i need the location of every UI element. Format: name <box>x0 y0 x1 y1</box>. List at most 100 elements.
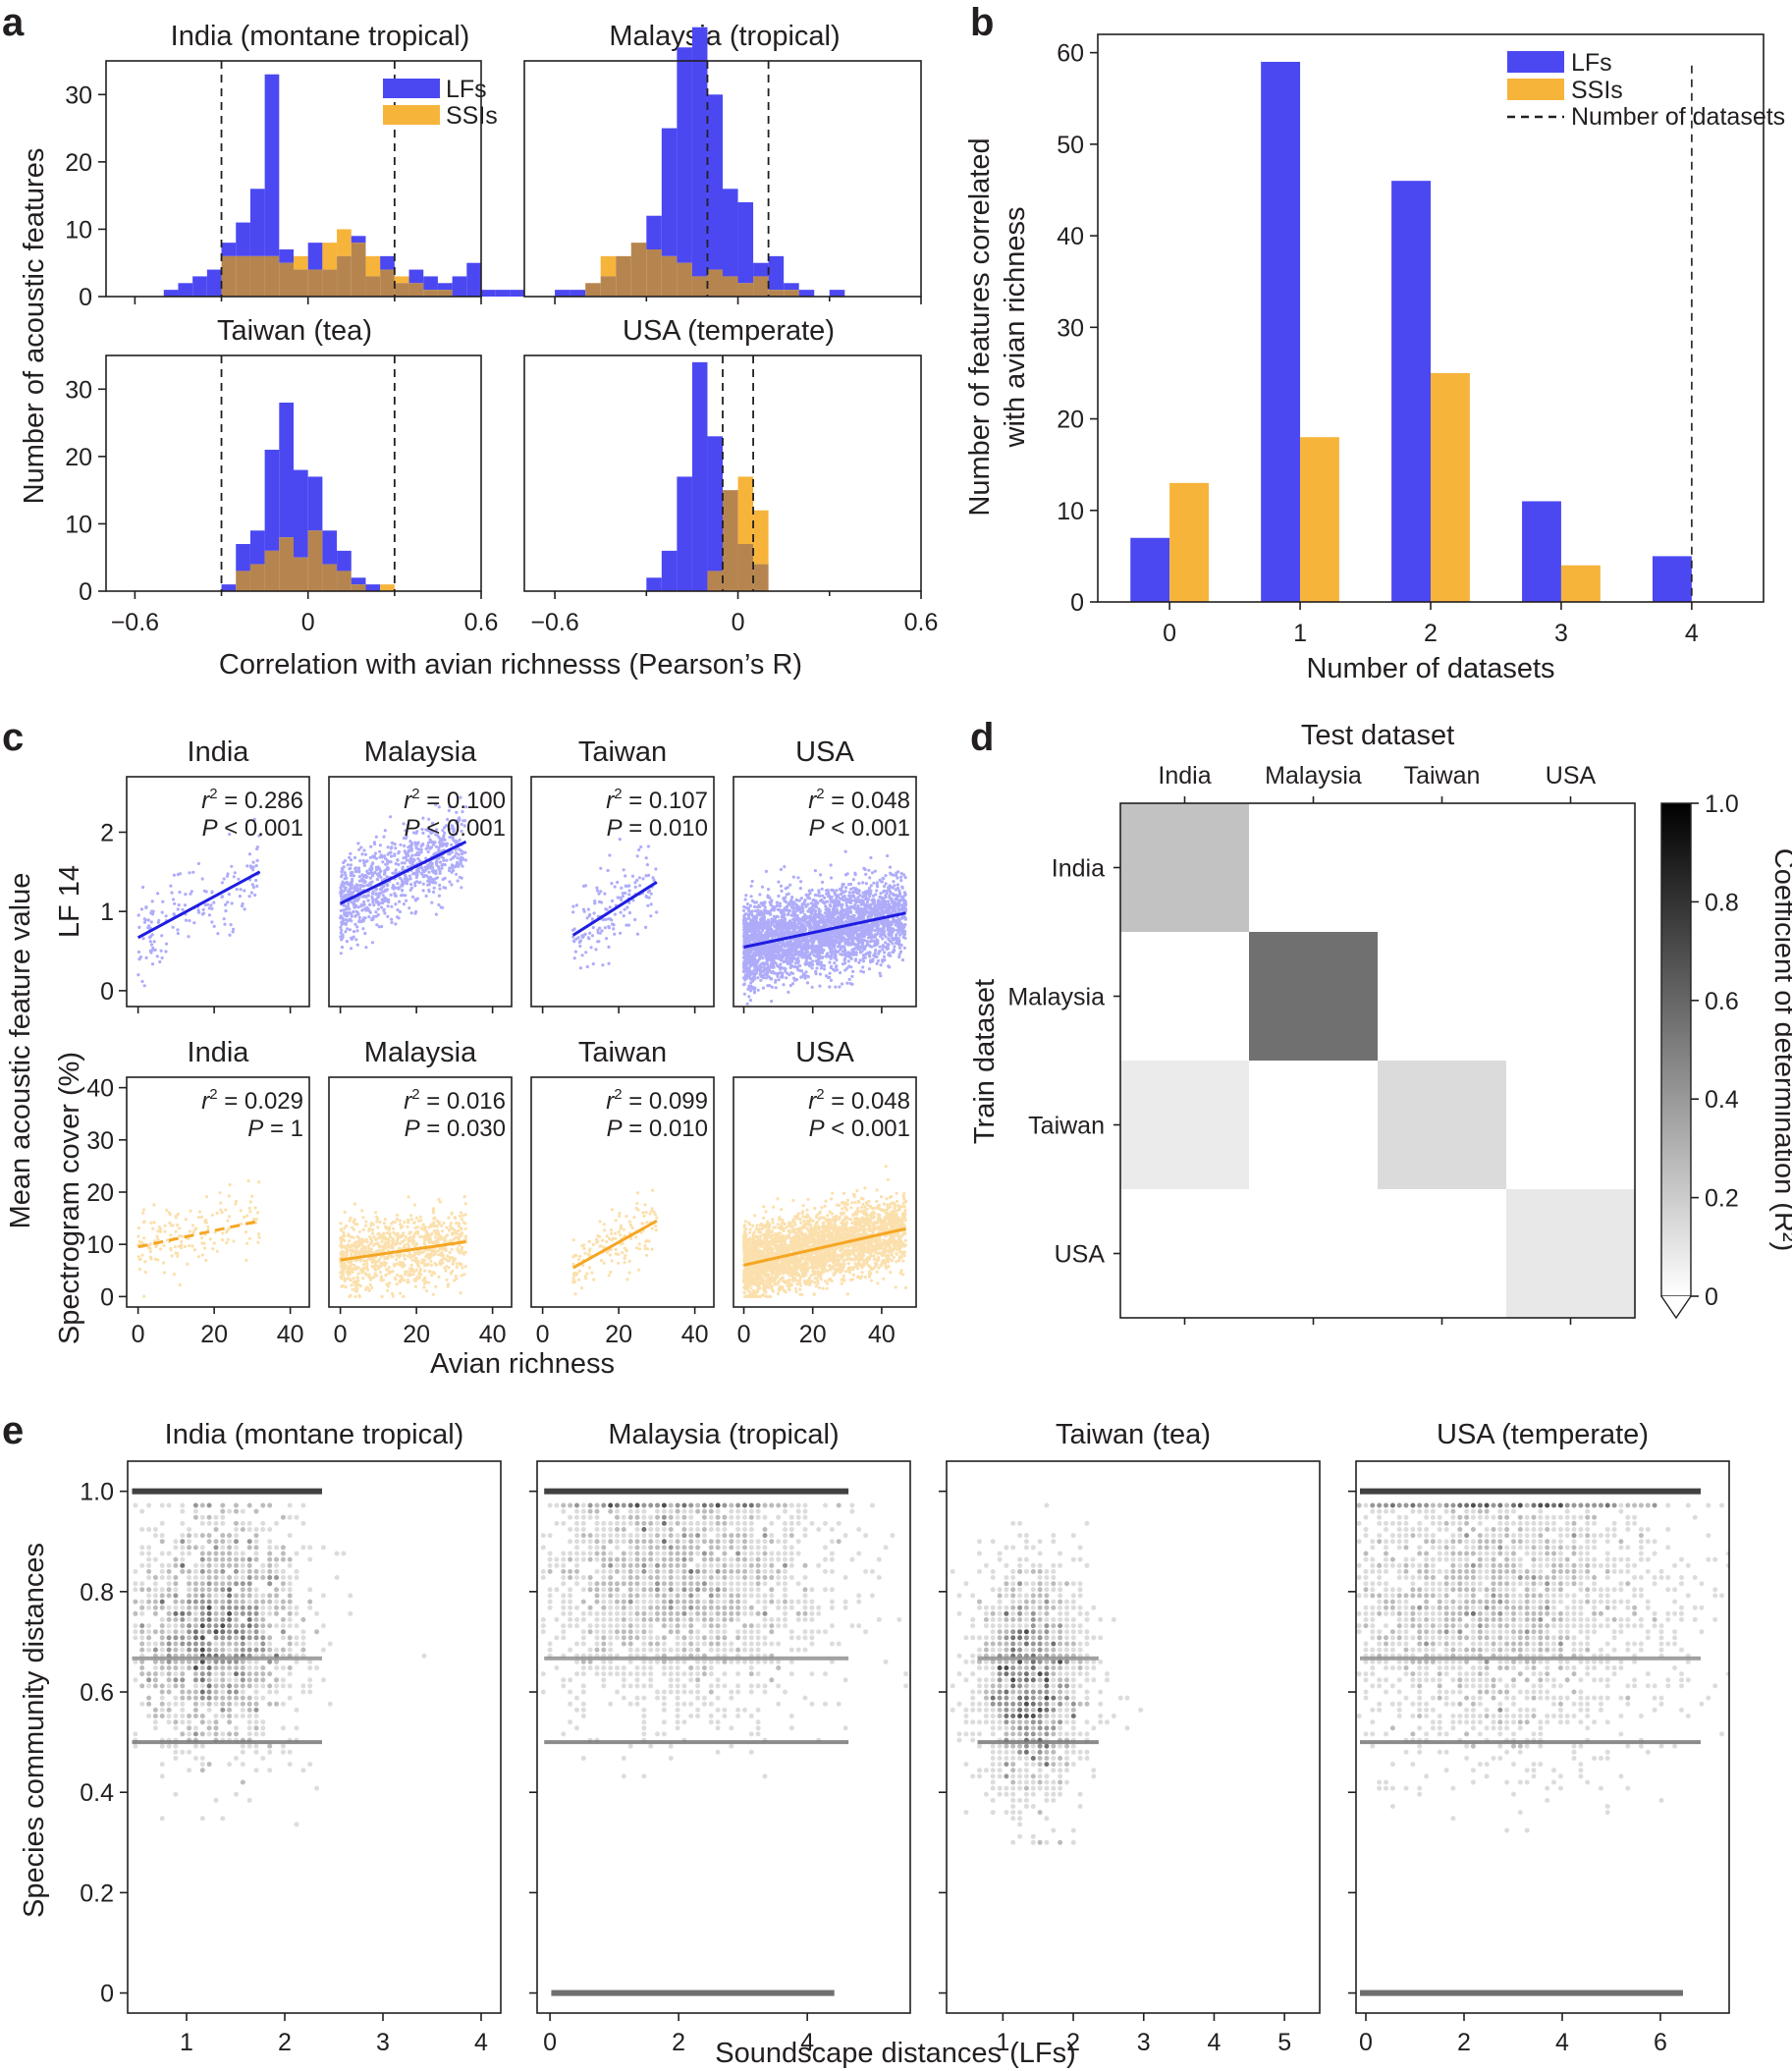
legend-panel-a: LFs SSIs <box>383 76 498 130</box>
xtick-label: 0 <box>301 609 315 636</box>
hist-bar-lf <box>555 290 570 297</box>
colorbar-tick-label: 0.4 <box>1705 1086 1739 1114</box>
hexbin-density-layer <box>950 1502 1144 1845</box>
p-symbol: P <box>405 1116 420 1142</box>
hist-bar-overlap <box>616 255 631 297</box>
r2-superscript: 2 <box>614 1086 622 1103</box>
xtick-label: −0.6 <box>530 609 578 636</box>
legend-label-lf: LFs <box>1571 49 1612 77</box>
r2-value: = 0.016 <box>420 1088 506 1115</box>
hist-bar-lf <box>264 450 280 551</box>
r2-value: = 0.099 <box>623 1088 708 1115</box>
hist-bar-lf <box>249 189 265 256</box>
hexbin-density-layer <box>977 1568 1090 1845</box>
panel-b-xlabel: Number of datasets <box>1306 653 1554 684</box>
r2-stat: r2 = 0.099 <box>606 1086 708 1115</box>
p-value: < 0.001 <box>825 815 910 842</box>
bar-lf <box>1130 537 1170 602</box>
p-value: < 0.001 <box>825 1116 910 1142</box>
fit-line <box>136 870 261 940</box>
hist-bar-lf <box>737 202 754 284</box>
legend-label-lf: LFs <box>446 76 487 103</box>
hist-bars <box>646 355 769 591</box>
bar-ssi <box>1300 437 1339 602</box>
hist-bar-overlap <box>322 269 338 297</box>
hist-bar-overlap <box>630 243 647 297</box>
row-label-spectrogram: Spectrogram cover (%) <box>54 1052 85 1344</box>
scatter-points <box>571 1188 659 1296</box>
bar-ssi <box>1560 565 1601 602</box>
p-value: = 0.010 <box>623 1116 708 1142</box>
heatmap-cell <box>1378 1061 1506 1189</box>
xtick-label: 0 <box>543 2029 557 2056</box>
panel-e-xlabel: Soundscape distances (LFs) <box>715 2038 1076 2069</box>
xtick-label: 0 <box>334 1321 348 1348</box>
r2-stat: r2 = 0.100 <box>404 786 506 814</box>
hexbin-band <box>544 1656 849 1661</box>
hist-india: India (montane tropical) 0 10 20 30 LFs SSI… <box>65 21 525 311</box>
bar-group <box>1130 61 1692 602</box>
colorbar-tick-label: 1.0 <box>1705 790 1739 818</box>
fit-line <box>571 881 658 937</box>
hist-bar-lf <box>307 243 323 270</box>
r2-superscript: 2 <box>411 786 419 802</box>
hexbin-cells <box>132 1488 427 1827</box>
hist-bar-lf <box>481 290 496 297</box>
hist-bar-lf <box>437 283 453 291</box>
panel-a-letter: a <box>2 1 25 44</box>
scatter-frame <box>530 1076 715 1308</box>
p-stat: P = 0.030 <box>405 1116 506 1142</box>
colorbar-tick-label: 0 <box>1705 1283 1718 1311</box>
hist-bar-lf <box>236 544 250 572</box>
hist-bar-ssi <box>600 255 617 277</box>
hist-bar-ssi <box>753 510 769 565</box>
colorbar-tick-label: 0.8 <box>1705 889 1739 916</box>
hist-bar-overlap <box>394 283 409 297</box>
hist-bar-ssi <box>380 584 395 591</box>
bar-lf <box>1261 61 1301 602</box>
ytick-label: 1 <box>100 899 114 926</box>
hist-bar-lf <box>798 290 815 297</box>
scatter-points <box>741 1165 908 1299</box>
xtick-label: 20 <box>799 1321 827 1348</box>
panel-a-ylabel: Number of acoustic features <box>19 148 50 505</box>
hist-bar-lf <box>322 530 338 565</box>
hist-bar-lf <box>661 128 678 256</box>
hexbin-density-layer <box>139 1502 286 1737</box>
p-stat: P = 1 <box>247 1116 303 1142</box>
ytick-label: 0 <box>1070 589 1084 617</box>
heatmap-col-label: USA <box>1546 762 1597 790</box>
colorbar-ticks: 0 0.2 0.4 0.6 0.8 1.0 <box>1691 790 1739 1311</box>
xtick-label: 40 <box>277 1321 304 1348</box>
hist-bar-lf <box>829 290 845 297</box>
legend-swatch-ssi <box>383 105 440 125</box>
hexbin-cells <box>950 1502 1144 1845</box>
hist-bar-lf <box>294 469 308 558</box>
legend-swatch-ssi <box>1507 79 1564 100</box>
ytick-label: 10 <box>65 511 92 538</box>
hexbin-title: India (montane tropical) <box>165 1419 464 1450</box>
heatmap-xlabels: India Malaysia Taiwan USA <box>1158 762 1597 1325</box>
hexbin-density-layer <box>997 1629 1063 1718</box>
hist-bar-overlap <box>723 276 738 297</box>
bar-yticks: 0 10 20 30 40 50 60 <box>1057 40 1098 617</box>
r2-stat: r2 = 0.107 <box>606 786 708 814</box>
bar-lf <box>1522 501 1561 602</box>
hist-bar-lf <box>221 243 237 256</box>
hist-title: Taiwan (tea) <box>217 315 372 347</box>
scatter-frame <box>126 776 310 1008</box>
heatmap-frame <box>1119 802 1636 1319</box>
ytick-label: 1.0 <box>80 1479 114 1506</box>
hist-bar-lf <box>337 550 352 572</box>
hist-bars <box>220 355 396 591</box>
legend-swatch-lf <box>383 79 440 98</box>
ytick-label: 50 <box>1057 132 1084 159</box>
ytick-label: 10 <box>65 216 92 244</box>
hist-bar-overlap <box>249 255 265 297</box>
hexbin-density-layer <box>1389 1502 1610 1616</box>
hist-bar-overlap <box>322 564 338 591</box>
